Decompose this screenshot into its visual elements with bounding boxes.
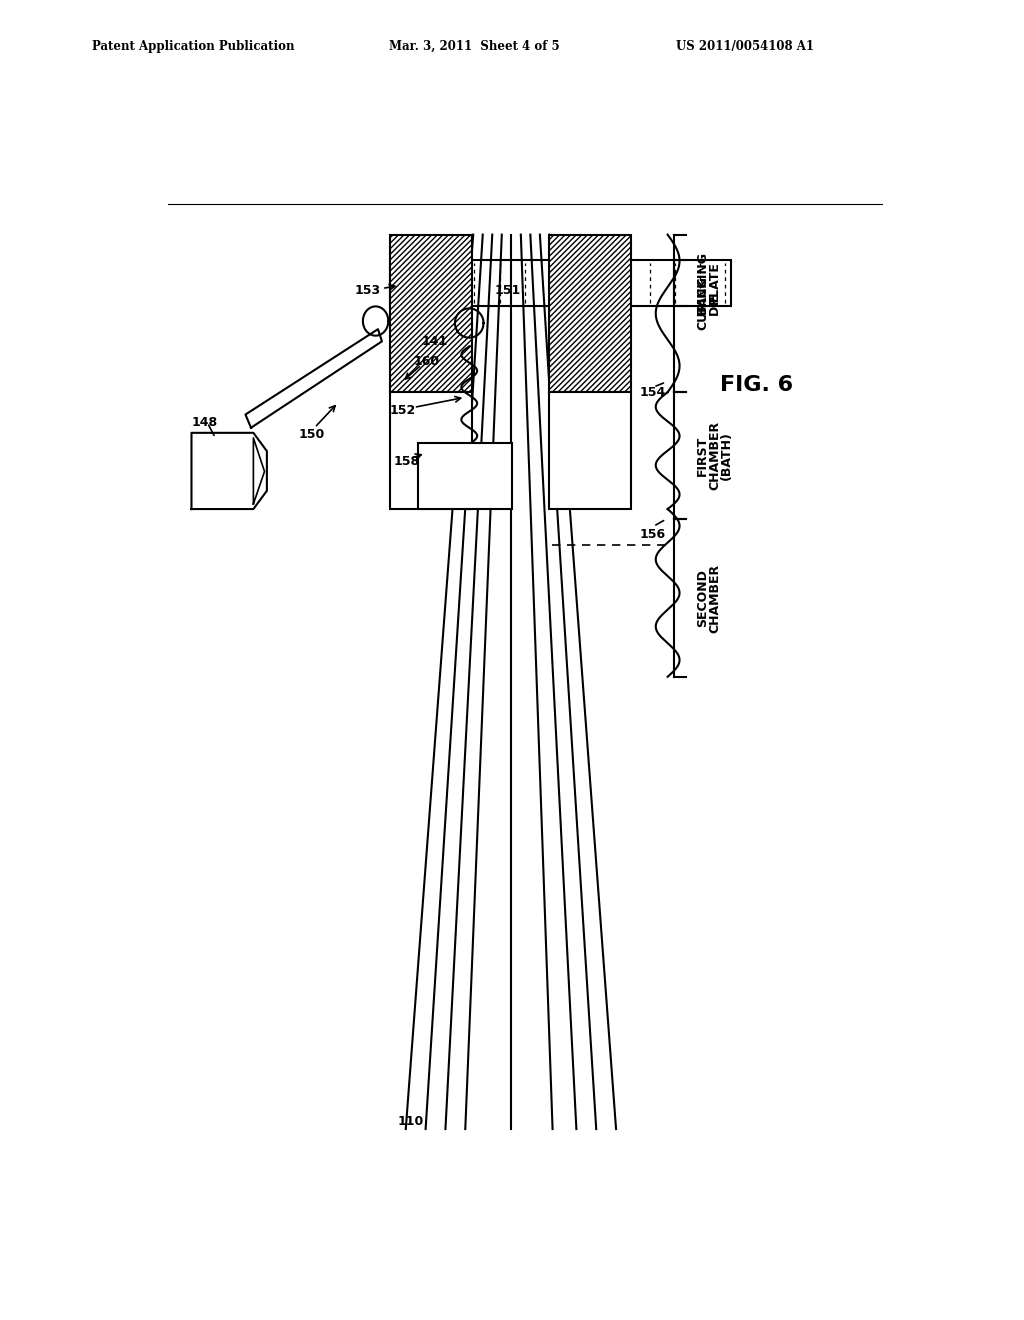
Text: (BATH): (BATH): [720, 432, 733, 480]
Text: 141: 141: [422, 335, 447, 348]
Text: 153: 153: [354, 284, 380, 297]
Text: 152: 152: [390, 404, 416, 417]
Text: FIRST: FIRST: [696, 436, 710, 475]
Text: 151: 151: [495, 284, 521, 297]
Text: PLATE: PLATE: [709, 261, 721, 305]
Text: 110: 110: [397, 1115, 424, 1129]
Text: BACKING: BACKING: [696, 251, 710, 314]
Text: 160: 160: [414, 355, 440, 368]
Text: DIE: DIE: [709, 292, 721, 315]
Text: SECOND: SECOND: [696, 569, 710, 627]
Bar: [550, 235, 631, 392]
Text: 158: 158: [394, 455, 420, 467]
Polygon shape: [246, 329, 382, 428]
Text: US 2011/0054108 A1: US 2011/0054108 A1: [676, 40, 814, 53]
Text: Patent Application Publication: Patent Application Publication: [92, 40, 295, 53]
Bar: [390, 235, 472, 392]
Text: CURING: CURING: [696, 276, 710, 330]
Text: CHAMBER: CHAMBER: [709, 564, 721, 632]
Bar: [390, 235, 472, 392]
Text: FIG. 6: FIG. 6: [720, 375, 794, 395]
Text: CHAMBER: CHAMBER: [709, 421, 721, 490]
Text: 148: 148: [191, 416, 218, 429]
Bar: [418, 444, 512, 510]
Bar: [550, 392, 631, 510]
Bar: [390, 260, 731, 306]
Bar: [550, 235, 631, 392]
Text: 156: 156: [640, 528, 666, 541]
Text: Mar. 3, 2011  Sheet 4 of 5: Mar. 3, 2011 Sheet 4 of 5: [389, 40, 560, 53]
Text: 154: 154: [640, 385, 667, 399]
Text: 150: 150: [299, 429, 325, 441]
Polygon shape: [191, 433, 267, 510]
Bar: [390, 392, 472, 510]
